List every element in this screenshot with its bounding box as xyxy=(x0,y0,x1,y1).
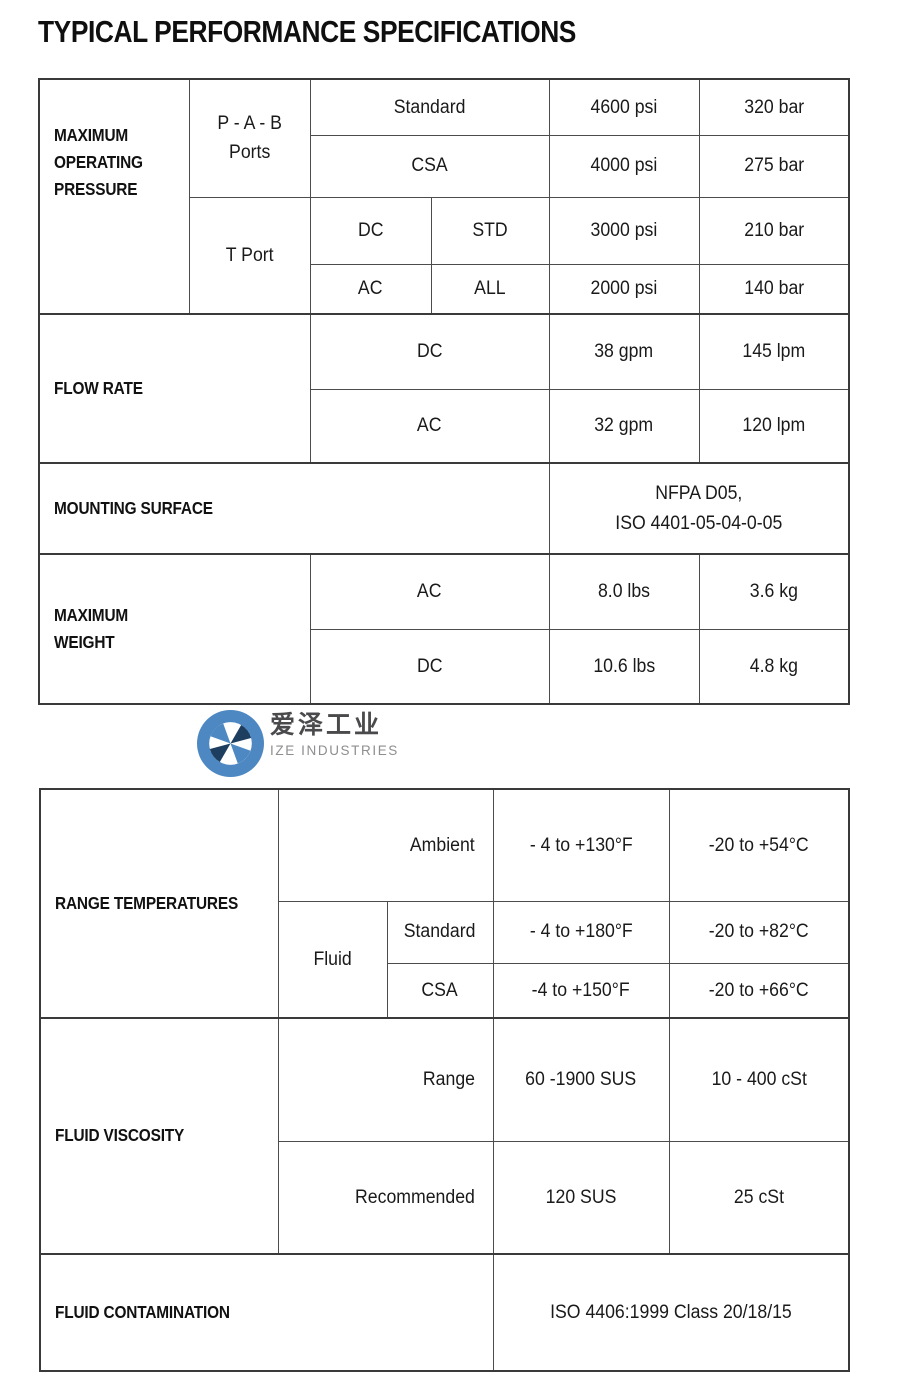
weight-ac-lbs: 8.0 lbs xyxy=(548,553,700,630)
t-port-dc-bar: 210 bar xyxy=(698,196,850,265)
weight-ac-kg: 3.6 kg xyxy=(698,553,850,630)
fluid-csa-f: -4 to +150°F xyxy=(492,962,670,1019)
pressure-csa-cell: CSA xyxy=(309,134,550,198)
logo-mark-icon xyxy=(197,710,264,777)
fluid-standard-c: -20 to +82°C xyxy=(668,900,850,964)
t-port-ac-label: AC xyxy=(309,263,432,315)
mounting-surface-label: MOUNTING SURFACE xyxy=(54,497,213,518)
pressure-csa-bar: 275 bar xyxy=(698,134,850,198)
range-temperatures-cell: RANGE TEMPERATURES xyxy=(39,788,279,1019)
logo-name-en: IZE INDUSTRIES xyxy=(270,742,399,758)
t-port-ac-all-label: ALL xyxy=(430,263,550,315)
mounting-surface-value: NFPA D05, ISO 4401-05-04-0-05 xyxy=(548,462,850,555)
t-port-dc-label: DC xyxy=(309,196,432,265)
ambient-label: Ambient xyxy=(277,788,494,902)
max-operating-pressure-cell: MAXIMUM OPERATING PRESSURE xyxy=(38,78,190,315)
fluid-contamination-cell: FLUID CONTAMINATION xyxy=(39,1253,494,1372)
flow-ac-label: AC xyxy=(309,388,550,464)
t-port-dc-std-label: STD xyxy=(430,196,550,265)
range-temperatures-label: RANGE TEMPERATURES xyxy=(55,892,239,913)
weight-dc-label: DC xyxy=(309,628,550,705)
performance-table-bottom: RANGE TEMPERATURES Ambient - 4 to +130°F… xyxy=(39,788,851,1372)
max-operating-pressure-label: MAXIMUM OPERATING PRESSURE xyxy=(54,125,143,200)
ambient-f: - 4 to +130°F xyxy=(492,788,670,902)
pressure-standard-psi: 4600 psi xyxy=(548,78,700,136)
pab-ports-cell: P - A - B Ports xyxy=(188,78,311,198)
t-port-ac-psi: 2000 psi xyxy=(548,263,700,315)
max-weight-label: MAXIMUM WEIGHT xyxy=(54,604,129,652)
t-port-label: T Port xyxy=(225,244,274,266)
fluid-csa-c: -20 to +66°C xyxy=(668,962,850,1019)
viscosity-recommended-label: Recommended xyxy=(277,1140,494,1255)
viscosity-range-cst: 10 - 400 cSt xyxy=(668,1017,850,1142)
pressure-standard-label: Standard xyxy=(393,96,466,118)
viscosity-recommended-sus: 120 SUS xyxy=(492,1140,670,1255)
fluid-standard-label: Standard xyxy=(386,900,494,964)
pressure-csa-label: CSA xyxy=(411,155,448,177)
viscosity-range-label: Range xyxy=(277,1017,494,1142)
fluid-label: Fluid xyxy=(277,900,388,1019)
t-port-dc-psi: 3000 psi xyxy=(548,196,700,265)
weight-dc-lbs: 10.6 lbs xyxy=(548,628,700,705)
logo-name-cn: 爱泽工业 xyxy=(270,711,383,739)
viscosity-range-sus: 60 -1900 SUS xyxy=(492,1017,670,1142)
fluid-viscosity-label: FLUID VISCOSITY xyxy=(55,1125,185,1146)
pressure-csa-psi: 4000 psi xyxy=(548,134,700,198)
flow-dc-lpm: 145 lpm xyxy=(698,313,850,390)
fluid-contamination-value: ISO 4406:1999 Class 20/18/15 xyxy=(492,1253,850,1372)
flow-dc-label: DC xyxy=(309,313,550,390)
flow-rate-label: FLOW RATE xyxy=(54,377,143,398)
pressure-standard-bar: 320 bar xyxy=(698,78,850,136)
max-weight-cell: MAXIMUM WEIGHT xyxy=(38,553,311,705)
fluid-standard-f: - 4 to +180°F xyxy=(492,900,670,964)
weight-ac-label: AC xyxy=(309,553,550,630)
logo: 爱泽工业 IZE INDUSTRIES xyxy=(197,709,497,779)
viscosity-recommended-cst: 25 cSt xyxy=(668,1140,850,1255)
pab-ports-label: P - A - B Ports xyxy=(217,112,282,164)
performance-table-top: MAXIMUM OPERATING PRESSURE P - A - B Por… xyxy=(38,78,850,705)
mounting-surface-cell: MOUNTING SURFACE xyxy=(38,462,550,555)
page-title: TYPICAL PERFORMANCE SPECIFICATIONS xyxy=(38,14,576,49)
t-port-cell: T Port xyxy=(188,196,311,315)
flow-dc-gpm: 38 gpm xyxy=(548,313,700,390)
t-port-ac-bar: 140 bar xyxy=(698,263,850,315)
flow-ac-lpm: 120 lpm xyxy=(698,388,850,464)
pressure-standard-cell: Standard xyxy=(309,78,550,136)
fluid-contamination-label: FLUID CONTAMINATION xyxy=(55,1301,230,1322)
fluid-csa-label: CSA xyxy=(386,962,494,1019)
weight-dc-kg: 4.8 kg xyxy=(698,628,850,705)
flow-ac-gpm: 32 gpm xyxy=(548,388,700,464)
fluid-viscosity-cell: FLUID VISCOSITY xyxy=(39,1017,279,1255)
flow-rate-cell: FLOW RATE xyxy=(38,313,311,464)
ambient-c: -20 to +54°C xyxy=(668,788,850,902)
